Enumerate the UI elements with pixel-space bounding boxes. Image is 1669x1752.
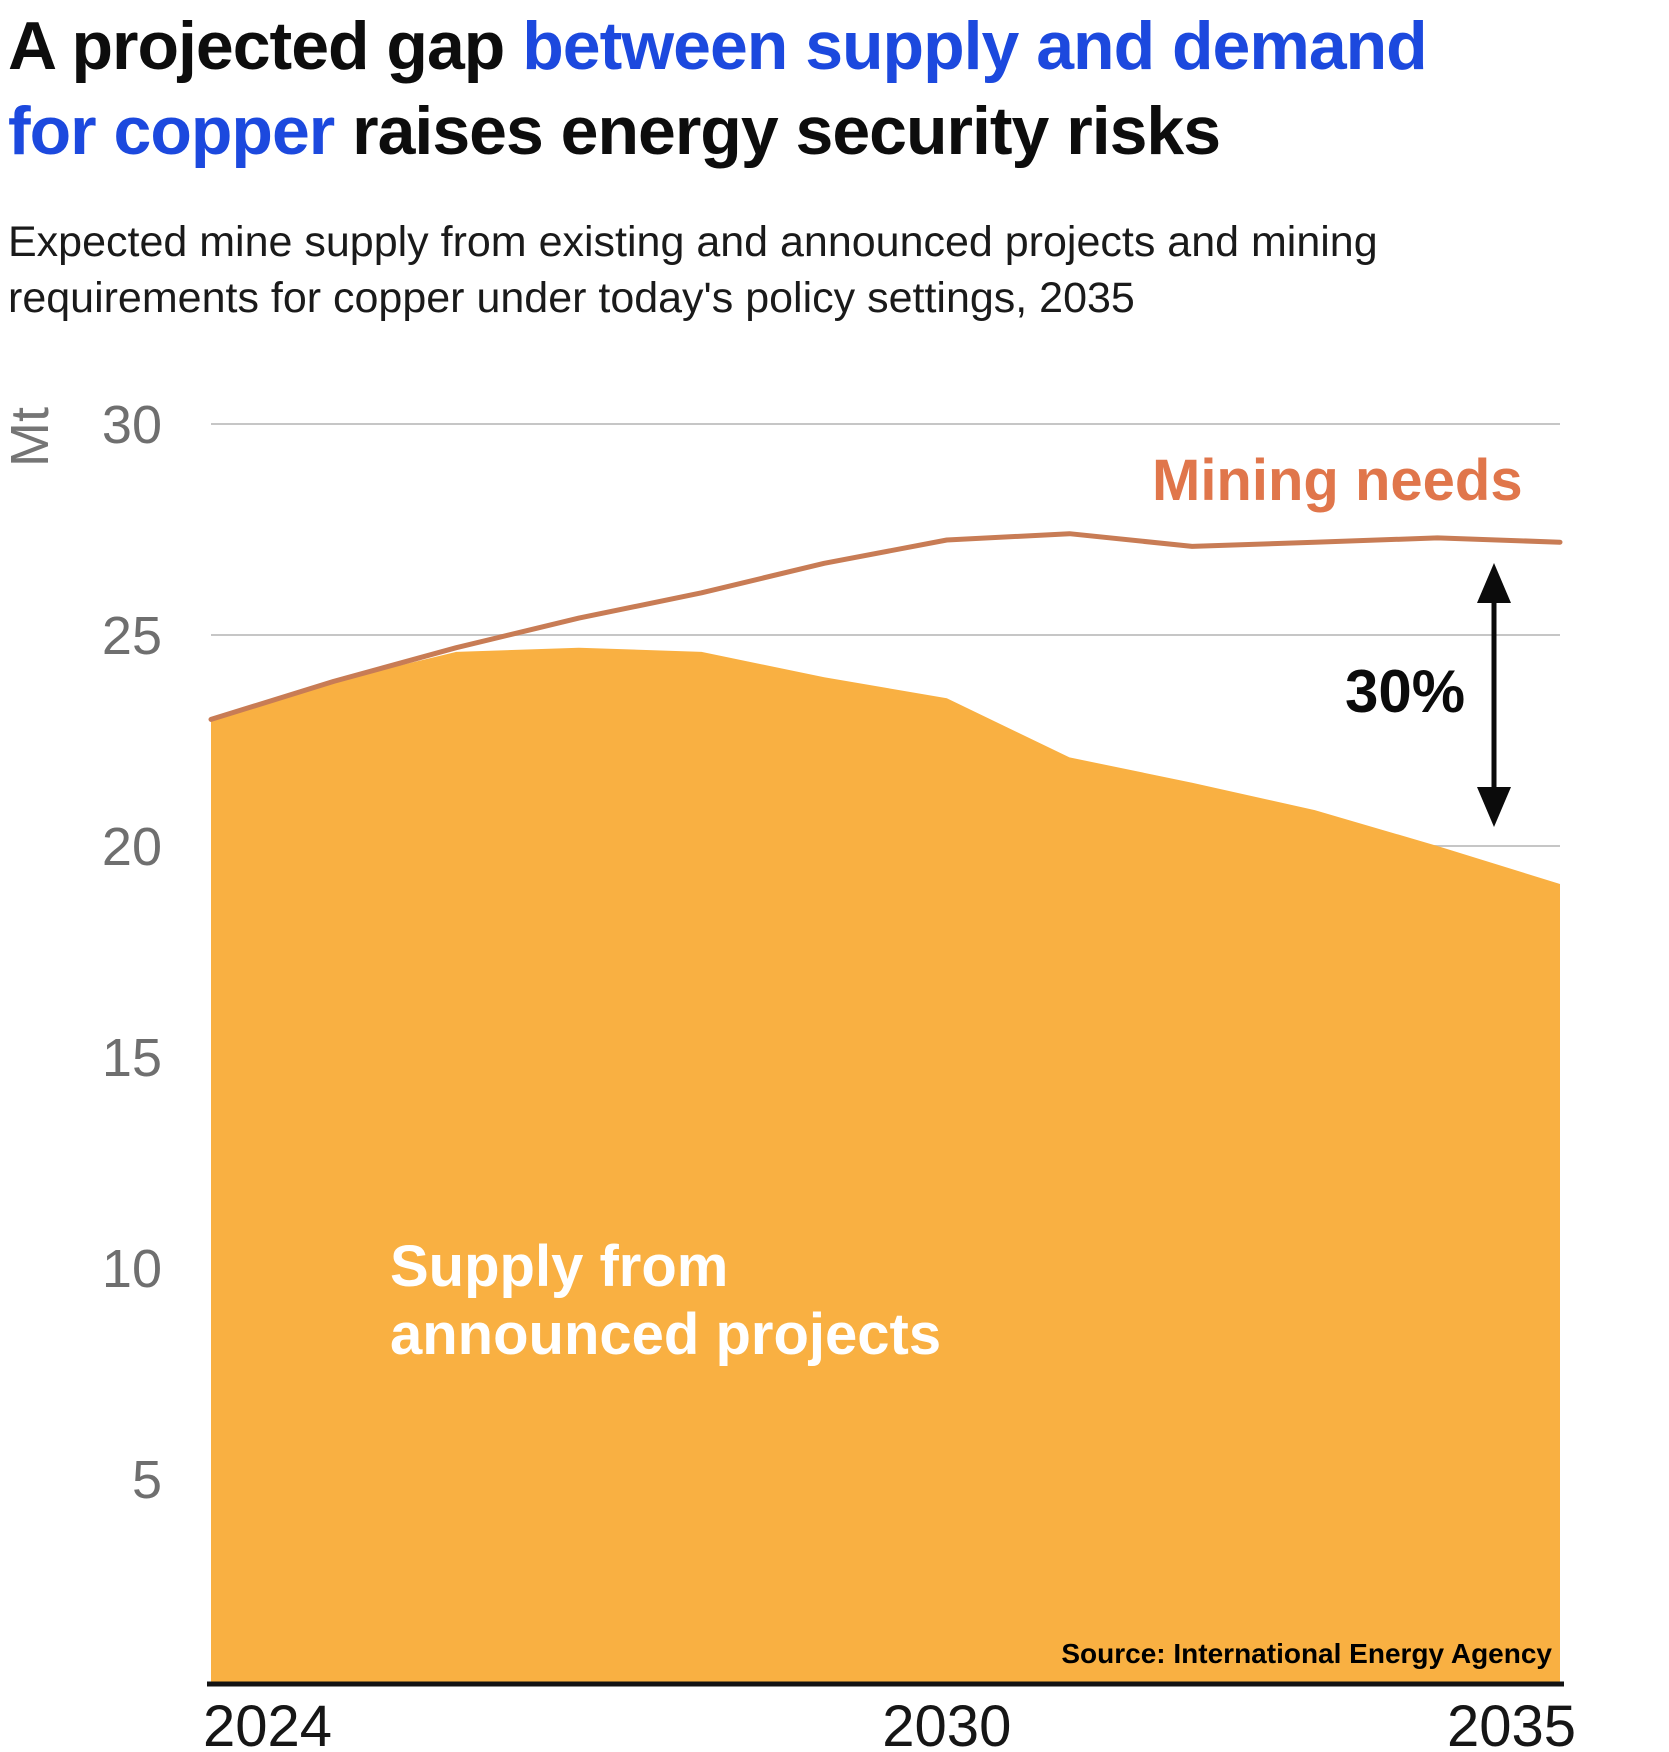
x-tick-label-2030: 2030 (882, 1694, 1011, 1752)
y-tick-label-5: 5 (132, 1450, 162, 1510)
y-tick-label-30: 30 (102, 395, 162, 455)
header: A projected gap between supply and deman… (8, 0, 1648, 326)
x-tick-label-2024: 2024 (203, 1694, 332, 1752)
x-tick-label-2035: 2035 (1447, 1694, 1576, 1752)
y-axis-unit-label: Mt (0, 407, 60, 467)
gap-arrow-head-up (1477, 563, 1511, 603)
page-subtitle: Expected mine supply from existing and a… (8, 218, 1378, 322)
y-tick-label-10: 10 (102, 1239, 162, 1299)
supply-area (211, 647, 1560, 1687)
source-attribution: Source: International Energy Agency (1061, 1638, 1552, 1669)
mining-needs-label: Mining needs (1152, 448, 1523, 513)
gap-arrow-head-down (1477, 787, 1511, 827)
gap-percent-label: 30% (1345, 658, 1465, 725)
title-dark-text: A projected gap (8, 8, 523, 84)
title-dark-text: raises energy security risks (334, 93, 1221, 169)
y-tick-label-25: 25 (102, 606, 162, 666)
title-accent-text: between supply and demand (522, 8, 1427, 84)
page-title-line-1: A projected gap between supply and deman… (8, 4, 1648, 89)
page-title: A projected gap between supply and deman… (8, 0, 1648, 174)
title-accent-text: for copper (8, 93, 335, 169)
y-tick-label-20: 20 (102, 817, 162, 877)
page-title-line-2: for copper raises energy security risks (8, 89, 1648, 174)
y-tick-label-15: 15 (102, 1028, 162, 1088)
mining-needs-line (208, 531, 1563, 722)
supply-area-label: Supply from announced projects (390, 1234, 941, 1367)
